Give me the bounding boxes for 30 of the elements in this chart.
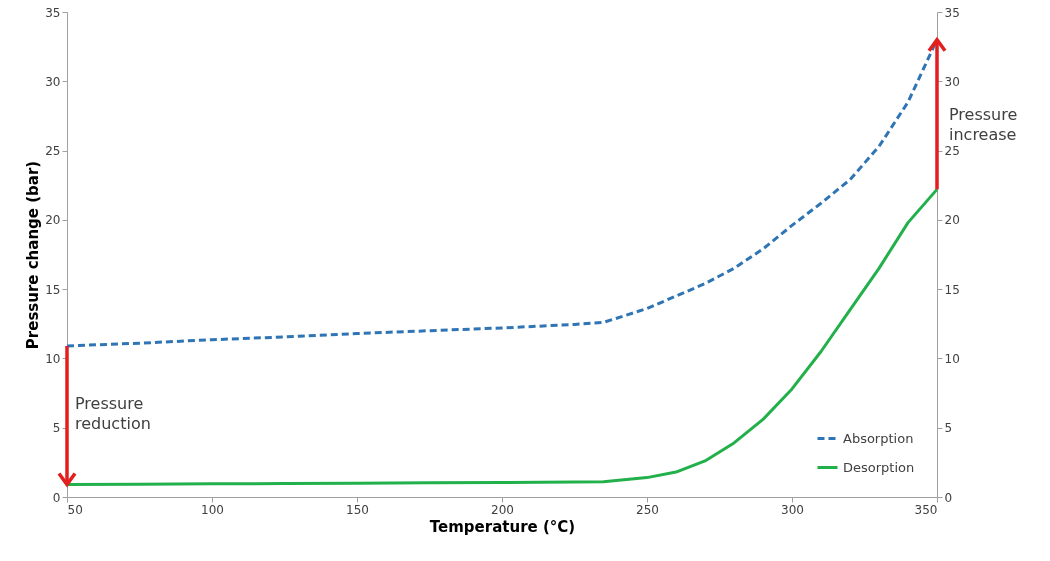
- y-tick-label: 20: [45, 213, 61, 228]
- y2-tick-label: 5: [944, 421, 953, 436]
- y2-tick-label: 0: [944, 490, 953, 505]
- y2-tick-label: 20: [944, 213, 960, 228]
- line-series: [65, 187, 939, 487]
- legend-label: Desorption: [843, 459, 915, 475]
- x-tick-label: 300: [781, 502, 804, 517]
- y2-tick-label: 10: [944, 351, 960, 366]
- text: Pressure increase: [949, 104, 1018, 144]
- x-tick-label: 50: [67, 502, 83, 517]
- y-tick-label: 35: [45, 5, 61, 20]
- y2-tick-label: 25: [944, 144, 960, 159]
- y-axis-title: Pressure change (bar): [24, 160, 43, 350]
- y-tick-label: 25: [45, 144, 61, 159]
- y2-tick-label: 15: [944, 282, 960, 297]
- y-tick-label: 30: [45, 74, 61, 89]
- y-tick-label: 10: [45, 351, 61, 366]
- x-tick-label: 350: [914, 502, 938, 517]
- annotation: Pressure reduction: [75, 394, 151, 434]
- y2-tick-label: 35: [944, 5, 960, 20]
- y-tick-label: 5: [52, 421, 61, 436]
- x-tick-label: 100: [201, 502, 224, 517]
- y-tick-label: 0: [52, 490, 61, 505]
- x-tick-label: 200: [491, 502, 514, 517]
- x-axis-title: Temperature (°C): [429, 517, 576, 536]
- legend-label: Absorption: [843, 430, 914, 446]
- x-tick-label: 150: [346, 502, 369, 517]
- y-tick-label: 15: [45, 282, 61, 297]
- x-tick-label: 250: [636, 502, 659, 517]
- y2-tick-label: 30: [944, 74, 960, 89]
